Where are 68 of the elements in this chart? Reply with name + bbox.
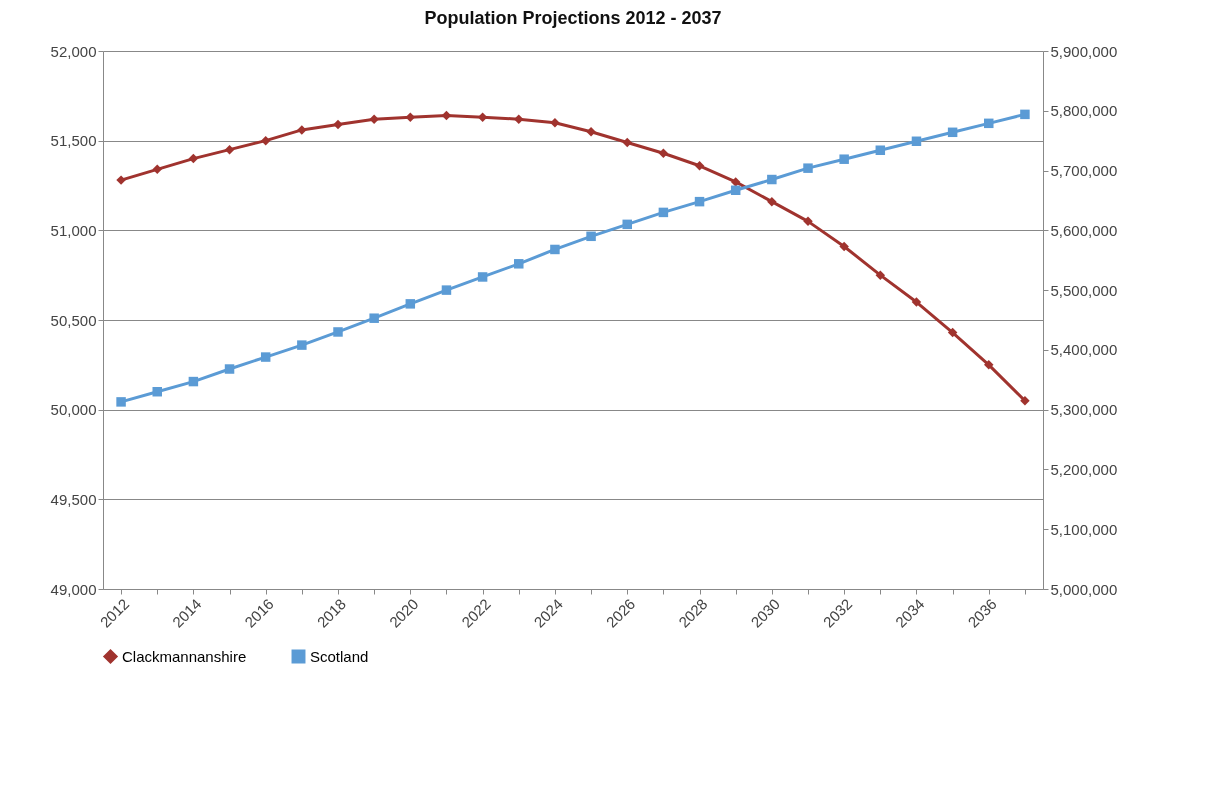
chart-title: Population Projections 2012 - 2037 bbox=[424, 8, 722, 28]
point bbox=[297, 340, 307, 350]
y2-tick-label: 5,000,000 bbox=[1050, 580, 1118, 598]
point bbox=[839, 241, 849, 252]
point bbox=[947, 327, 958, 338]
y-tick-label: 49,500 bbox=[50, 490, 97, 508]
point bbox=[514, 259, 524, 269]
point bbox=[984, 118, 994, 129]
point bbox=[369, 114, 379, 124]
point bbox=[658, 148, 669, 158]
point bbox=[550, 117, 560, 128]
point bbox=[260, 352, 271, 362]
y-tick-label: 52,000 bbox=[50, 42, 97, 60]
point bbox=[224, 144, 235, 155]
point bbox=[550, 244, 560, 255]
point bbox=[586, 126, 596, 137]
point bbox=[767, 174, 777, 185]
point bbox=[260, 135, 271, 146]
point bbox=[730, 177, 741, 187]
point bbox=[839, 154, 849, 164]
point bbox=[333, 119, 343, 130]
y2-tick-label: 5,300,000 bbox=[1050, 401, 1118, 419]
point bbox=[477, 272, 488, 282]
legend-label: Scotland bbox=[310, 647, 369, 665]
point bbox=[224, 364, 235, 374]
point bbox=[586, 231, 596, 242]
y2-tick-label: 5,600,000 bbox=[1050, 221, 1118, 239]
point bbox=[911, 136, 922, 147]
point bbox=[803, 216, 813, 227]
point bbox=[911, 297, 922, 307]
point bbox=[188, 153, 199, 164]
y2-tick-label: 5,500,000 bbox=[1050, 281, 1118, 299]
point bbox=[188, 376, 199, 387]
point bbox=[1020, 109, 1030, 120]
point bbox=[984, 360, 994, 370]
y-tick-label: 49,000 bbox=[50, 580, 97, 598]
point bbox=[405, 299, 416, 309]
y2-tick-label: 5,100,000 bbox=[1050, 520, 1118, 538]
point bbox=[116, 397, 126, 407]
point bbox=[658, 207, 669, 218]
point bbox=[694, 196, 705, 207]
point bbox=[514, 114, 524, 124]
y-tick-label: 50,000 bbox=[50, 401, 97, 419]
point bbox=[767, 196, 777, 207]
point bbox=[441, 285, 452, 295]
point bbox=[152, 386, 162, 397]
legend-label: Clackmannanshire bbox=[122, 647, 247, 665]
point bbox=[875, 270, 886, 280]
y2-tick-label: 5,800,000 bbox=[1050, 102, 1118, 120]
point bbox=[1020, 395, 1030, 406]
point bbox=[441, 110, 452, 121]
point bbox=[622, 137, 632, 148]
point bbox=[333, 327, 343, 337]
y2-tick-label: 5,200,000 bbox=[1050, 460, 1118, 478]
y2-tick-label: 5,400,000 bbox=[1050, 341, 1118, 359]
y-tick-label: 50,500 bbox=[50, 311, 97, 329]
point bbox=[875, 145, 886, 155]
point bbox=[369, 313, 379, 323]
point bbox=[694, 161, 705, 171]
point bbox=[803, 163, 813, 173]
point bbox=[622, 219, 632, 230]
y-tick-label: 51,500 bbox=[50, 132, 97, 150]
point bbox=[152, 164, 162, 175]
y2-tick-label: 5,700,000 bbox=[1050, 162, 1118, 180]
point bbox=[947, 127, 958, 138]
point bbox=[730, 185, 741, 196]
y-tick-label: 51,000 bbox=[50, 221, 97, 239]
y2-tick-label: 5,900,000 bbox=[1050, 42, 1118, 60]
